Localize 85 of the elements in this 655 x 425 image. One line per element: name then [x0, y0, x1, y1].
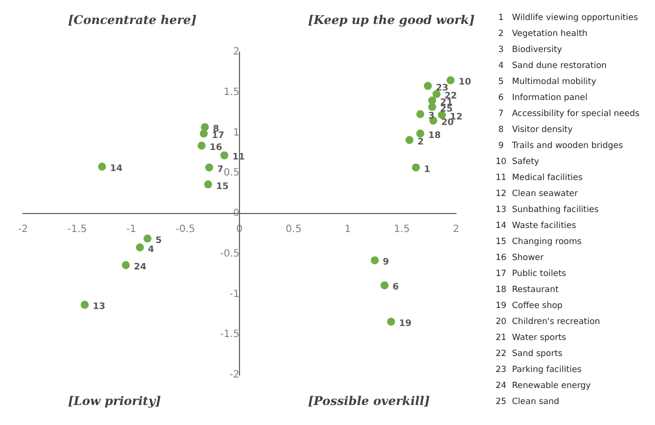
- text: 17 Public toilets: [494, 269, 566, 279]
- x-tick-label: 2: [452, 224, 460, 236]
- point: [405, 136, 414, 144]
- point: [424, 82, 432, 90]
- text: 18 Restaurant: [494, 285, 559, 295]
- point: [143, 234, 152, 243]
- point: [416, 110, 424, 118]
- text: 1 Wildlife viewing opportunities: [497, 13, 638, 23]
- text: 22 Sand sports: [494, 349, 562, 359]
- text: 12 Clean seawater: [494, 189, 578, 199]
- x-tick-label: 1.5: [394, 224, 410, 236]
- annotation: 19: [399, 319, 412, 330]
- annotation: 20: [441, 118, 454, 128]
- annotation: 1: [424, 164, 430, 175]
- point: [220, 151, 228, 160]
- point: [370, 256, 379, 264]
- annotation: 24: [134, 262, 146, 273]
- annotation: 9: [382, 258, 390, 268]
- text: 19 Coffee shop: [494, 301, 563, 311]
- y-tick-label: 0.5: [224, 168, 240, 179]
- text: 9 Trails and wooden bridges: [497, 141, 623, 151]
- annotation: 7: [217, 164, 224, 175]
- text: 3 Biodiversity: [497, 45, 562, 55]
- point: [446, 76, 455, 84]
- annotation: 15: [216, 182, 229, 192]
- annotation: 14: [110, 164, 123, 174]
- text: [Possible overkill]: [308, 393, 430, 409]
- point: [200, 123, 209, 132]
- x-tick-label: -1: [126, 224, 136, 236]
- text: 13 Sunbathing facilities: [494, 205, 599, 215]
- point: [416, 130, 424, 138]
- point: [428, 102, 436, 111]
- text: 8 Visitor density: [497, 125, 573, 135]
- annotation: 10: [458, 78, 472, 88]
- point: [432, 90, 441, 98]
- text: [Low priority]: [68, 393, 161, 409]
- annotation: 2: [417, 137, 424, 148]
- point: [205, 163, 214, 172]
- point: [204, 180, 212, 188]
- annotation: 18: [428, 130, 441, 141]
- x-tick-label: 1: [344, 224, 351, 236]
- point: [428, 96, 436, 104]
- text: 21 Water sports: [494, 333, 566, 343]
- text: 16 Shower: [494, 253, 544, 263]
- x-tick-label: 0.5: [286, 224, 302, 236]
- annotation: 23: [436, 83, 448, 94]
- text: 7 Accessibility for special needs: [497, 109, 640, 119]
- text: 10 Safety: [494, 157, 540, 167]
- text: 20 Children's recreation: [494, 317, 600, 327]
- annotation: 13: [92, 302, 106, 312]
- annotation: 5: [155, 236, 162, 246]
- y-tick-label: 1.5: [224, 86, 240, 98]
- point: [380, 281, 389, 290]
- annotation: 16: [210, 143, 222, 154]
- annotation: 6: [392, 282, 399, 293]
- y-tick-label: 2: [233, 46, 240, 58]
- text: 14 Waste facilities: [494, 221, 576, 231]
- point: [198, 142, 206, 150]
- text: [Concentrate here]: [68, 12, 197, 28]
- x-tick-label: -2: [18, 224, 28, 236]
- y-tick-label: -1: [230, 288, 240, 300]
- text: 23 Parking facilities: [494, 365, 582, 375]
- x-tick-label: -0.5: [176, 224, 196, 236]
- y-tick-label: -1.5: [220, 329, 240, 340]
- y-tick-label: 1: [233, 127, 240, 138]
- point: [200, 130, 208, 138]
- text: 15 Changing rooms: [494, 237, 582, 247]
- point: [122, 261, 130, 270]
- point: [412, 163, 420, 172]
- text: 25 Clean sand: [494, 397, 560, 407]
- point: [387, 318, 396, 326]
- text: 11 Medical facilities: [494, 173, 583, 183]
- text: 24 Renewable energy: [494, 381, 591, 391]
- y-tick-label: -2: [230, 370, 240, 381]
- x-tick-label: -1.5: [67, 224, 87, 236]
- annotation: 4: [148, 244, 154, 255]
- text: 5 Multimodal mobility: [497, 77, 596, 87]
- text: [Keep up the good work]: [308, 12, 475, 28]
- point: [80, 300, 89, 309]
- text: 2 Vegetation health: [497, 29, 588, 39]
- point: [98, 162, 106, 171]
- point: [136, 243, 144, 252]
- text: 6 Information panel: [497, 93, 588, 103]
- y-tick-label: -0.5: [220, 248, 240, 260]
- text: 4 Sand dune restoration: [497, 61, 607, 71]
